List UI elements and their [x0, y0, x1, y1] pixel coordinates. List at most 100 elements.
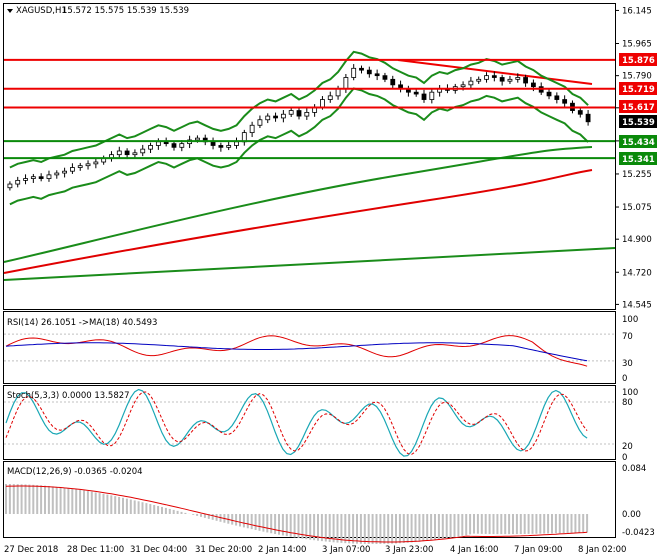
price-tick-label: 14.900 [622, 235, 652, 245]
candle-body [429, 91, 435, 100]
candle-body [523, 77, 528, 84]
candle-body [210, 141, 216, 146]
current-price-value: 15.539 [622, 118, 655, 128]
candle-body [374, 73, 380, 77]
candle-body [515, 77, 521, 80]
time-label: 2 Jan 14:00 [258, 545, 306, 555]
candle-body [218, 145, 224, 148]
time-label: 4 Jan 16:00 [450, 545, 498, 555]
candle-body [124, 150, 130, 156]
stoch-tick: 80 [622, 398, 633, 408]
candle-body [327, 95, 333, 100]
time-label: 31 Dec 04:00 [130, 545, 187, 555]
time-label: 3 Jan 07:00 [322, 545, 370, 555]
candle-body [46, 174, 52, 179]
level-tag-15341: 15.341 [619, 152, 657, 165]
rsi-axis: 100 70 30 0 [622, 315, 638, 384]
macd-tick: 0.084 [622, 464, 646, 474]
candle-body [163, 141, 169, 145]
candle-body [280, 113, 286, 119]
candle-body [366, 69, 372, 75]
candle-body [382, 75, 388, 80]
candle-body [296, 110, 302, 117]
price-tick-label: 15.790 [622, 72, 652, 82]
candle-body [484, 75, 489, 80]
candle-body [359, 67, 364, 71]
level-value: 15.719 [622, 85, 655, 95]
candle-body [413, 91, 419, 95]
ohlc-values: 15.572 15.575 15.539 15.539 [62, 6, 189, 16]
stoch-tick: 20 [622, 442, 633, 452]
rsi-line [5, 335, 588, 367]
macd-axis: 0.084 0.00 -0.0423 [622, 464, 655, 538]
time-axis: 27 Dec 2018 28 Dec 11:00 31 Dec 04:00 31… [4, 545, 626, 555]
candle-body [546, 91, 552, 97]
level-value: 15.617 [622, 103, 655, 113]
candle-body [585, 113, 591, 123]
macd-label: MACD(12,26,9) -0.0365 -0.0204 [7, 467, 143, 477]
candle-body [15, 179, 21, 185]
rsi-tick: 100 [622, 315, 638, 325]
rsi-tick: 30 [622, 359, 633, 369]
candle-body [7, 183, 13, 189]
macd-tick: -0.0423 [622, 528, 655, 538]
candle-body [140, 148, 146, 154]
price-tick-label: 14.545 [622, 300, 652, 310]
candle-body [171, 143, 177, 148]
ma-green-line [3, 146, 593, 263]
time-label: 3 Jan 23:00 [385, 545, 433, 555]
candle-body [257, 119, 263, 126]
candle-body [132, 152, 138, 156]
candle-body [179, 143, 185, 148]
ma-red-line [3, 169, 593, 274]
candle-body [148, 145, 153, 150]
candle-body [30, 176, 36, 179]
level-tag-15617: 15.617 [619, 100, 657, 113]
bollinger-lower-line [9, 87, 589, 206]
candle-body [226, 145, 232, 148]
rsi-label: RSI(14) 26.1051 ->MA(18) 40.5493 [7, 318, 157, 328]
candle-body [155, 141, 161, 146]
stoch-label: Stoch(5,3,3) 0.0000 13.5827 [7, 391, 130, 401]
collapse-triangle-icon[interactable] [7, 9, 13, 13]
candle-body [54, 172, 60, 176]
candle-body [351, 67, 357, 78]
candle-body [507, 78, 513, 82]
candle-body [343, 77, 349, 89]
stoch-tick: 0 [622, 453, 627, 463]
price-tick-label: 15.255 [622, 170, 652, 180]
price-tick-label: 15.075 [622, 203, 652, 213]
rsi-ma-line [5, 342, 588, 362]
candle-body [491, 75, 497, 78]
candle-body [77, 165, 83, 168]
time-label: 8 Jan 02:00 [578, 545, 626, 555]
candle-body [38, 176, 44, 179]
price-tick-label: 15.965 [622, 40, 652, 50]
candle-body [234, 141, 239, 146]
candle-body [23, 178, 28, 181]
symbol-header: XAGUSD,H1 15.572 15.575 15.539 15.539 [7, 6, 189, 16]
candle-body [85, 163, 91, 167]
level-value: 15.341 [622, 155, 655, 165]
candle-body [116, 150, 122, 156]
candle-body [273, 115, 278, 119]
time-label: 28 Dec 11:00 [67, 545, 124, 555]
time-label: 27 Dec 2018 [4, 545, 58, 555]
level-value: 15.434 [622, 138, 655, 148]
time-label: 7 Jan 09:00 [514, 545, 562, 555]
price-tick-label: 14.720 [622, 268, 652, 278]
level-tag-15434: 15.434 [619, 135, 657, 148]
macd-signal-line [5, 485, 588, 543]
rsi-pane-frame [3, 311, 616, 384]
candle-body [554, 95, 560, 100]
level-tag-15719: 15.719 [619, 82, 657, 95]
candle-body [577, 110, 583, 115]
long-ma-line [3, 247, 616, 281]
stoch-pane-frame [3, 385, 616, 460]
stoch-main-line [5, 388, 588, 457]
candle-body [499, 77, 505, 82]
candle-body [265, 115, 271, 121]
level-value: 15.876 [622, 56, 655, 66]
main-pane-frame [3, 3, 616, 310]
